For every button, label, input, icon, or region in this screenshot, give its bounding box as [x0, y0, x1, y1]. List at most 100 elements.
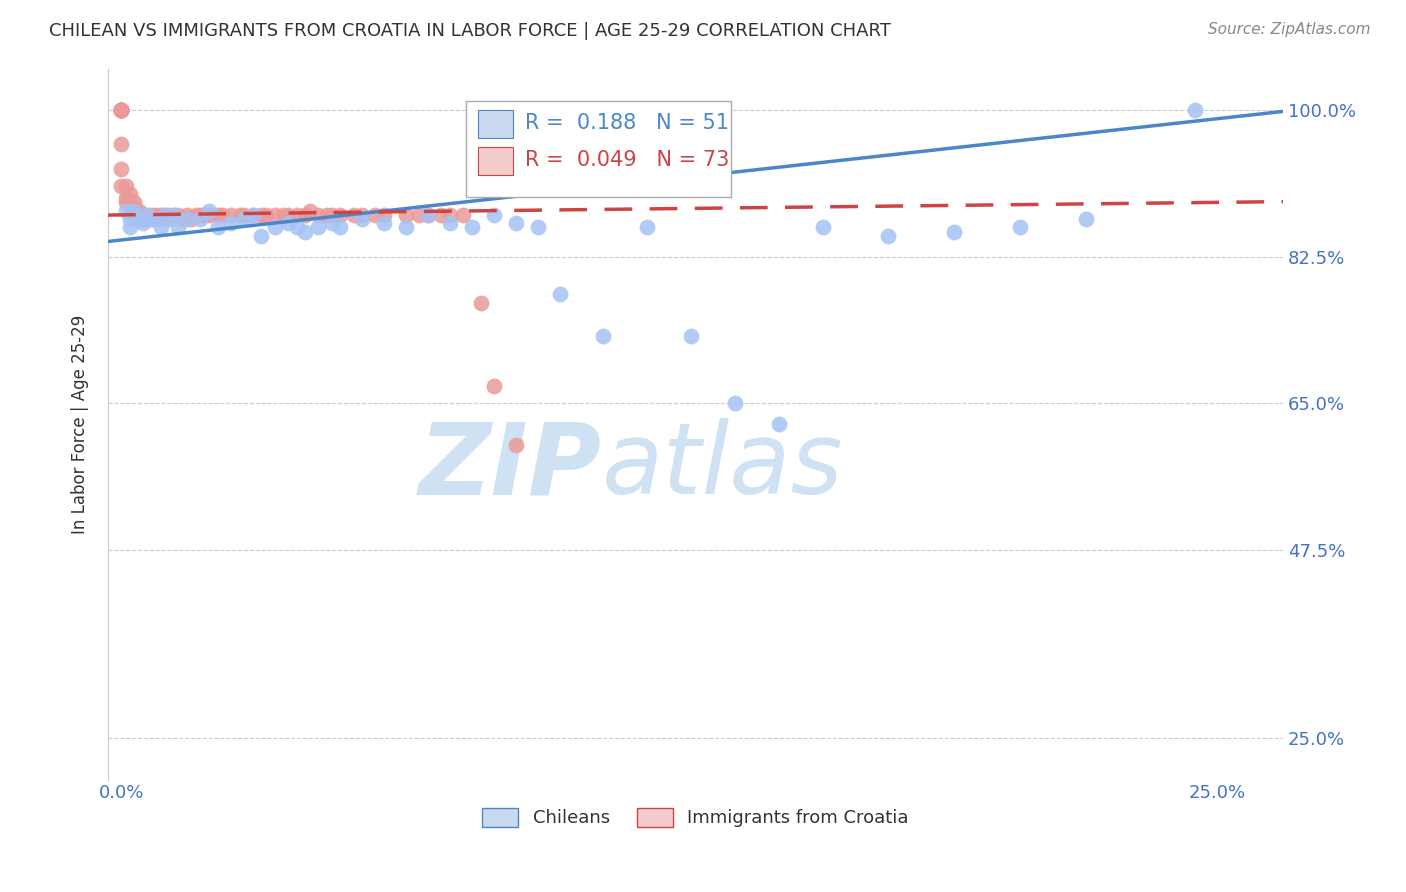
Point: [263, 208, 285, 222]
Point: [505, 216, 527, 230]
Point: [172, 212, 194, 227]
Point: [207, 220, 229, 235]
Point: [430, 208, 453, 222]
Point: [167, 220, 190, 235]
Point: [128, 208, 150, 222]
Point: [124, 200, 146, 214]
Point: [273, 208, 295, 222]
Point: [114, 191, 136, 205]
Point: [724, 396, 747, 410]
Point: [285, 220, 308, 235]
Point: [149, 220, 172, 235]
Point: [482, 208, 505, 222]
Point: [145, 212, 167, 227]
Point: [188, 208, 211, 222]
Point: [277, 216, 299, 230]
Point: [277, 208, 299, 222]
Point: [408, 208, 430, 222]
Point: [141, 212, 163, 227]
Point: [768, 417, 790, 431]
Point: [114, 178, 136, 193]
Point: [110, 103, 132, 118]
Point: [124, 208, 146, 222]
Point: [136, 208, 159, 222]
Point: [110, 103, 132, 118]
Point: [153, 208, 176, 222]
Point: [114, 195, 136, 210]
Point: [141, 212, 163, 227]
Point: [198, 203, 221, 218]
Point: [592, 329, 614, 343]
Point: [228, 208, 250, 222]
Point: [193, 208, 215, 222]
Point: [118, 212, 141, 227]
Point: [294, 208, 316, 222]
Point: [298, 203, 321, 218]
Text: atlas: atlas: [602, 418, 844, 516]
Point: [505, 438, 527, 452]
Point: [128, 203, 150, 218]
Point: [352, 208, 374, 222]
Point: [329, 208, 352, 222]
Point: [232, 212, 254, 227]
Point: [242, 208, 264, 222]
Point: [373, 216, 395, 230]
FancyBboxPatch shape: [467, 101, 731, 196]
Point: [636, 220, 658, 235]
Point: [176, 208, 198, 222]
Point: [232, 208, 254, 222]
Point: [145, 208, 167, 222]
Point: [124, 208, 146, 222]
Point: [110, 103, 132, 118]
Point: [439, 208, 461, 222]
Point: [395, 220, 418, 235]
Text: R =  0.049   N = 73: R = 0.049 N = 73: [524, 150, 730, 169]
Point: [132, 216, 155, 230]
Point: [110, 103, 132, 118]
Point: [263, 220, 285, 235]
Point: [451, 208, 474, 222]
Point: [110, 103, 132, 118]
Point: [395, 208, 418, 222]
Point: [163, 208, 186, 222]
Point: [110, 103, 132, 118]
Point: [198, 208, 221, 222]
Point: [219, 208, 242, 222]
Point: [136, 212, 159, 227]
Point: [307, 220, 329, 235]
Point: [207, 208, 229, 222]
Point: [250, 228, 273, 243]
Point: [877, 228, 900, 243]
Text: R =  0.188   N = 51: R = 0.188 N = 51: [524, 112, 730, 133]
Point: [110, 136, 132, 151]
Point: [136, 208, 159, 222]
Text: ZIP: ZIP: [419, 418, 602, 516]
Point: [157, 208, 180, 222]
Point: [254, 208, 277, 222]
Point: [364, 208, 387, 222]
Point: [188, 212, 211, 227]
Point: [114, 203, 136, 218]
Point: [132, 212, 155, 227]
Point: [110, 103, 132, 118]
Point: [110, 103, 132, 118]
Point: [329, 220, 352, 235]
Point: [250, 208, 273, 222]
Point: [149, 208, 172, 222]
Point: [184, 208, 207, 222]
Bar: [478, 110, 513, 138]
Point: [124, 203, 146, 218]
Point: [526, 220, 548, 235]
Point: [811, 220, 834, 235]
Point: [110, 161, 132, 176]
Point: [943, 225, 966, 239]
Point: [110, 103, 132, 118]
Point: [124, 195, 146, 210]
Point: [141, 208, 163, 222]
Point: [163, 208, 186, 222]
Point: [307, 208, 329, 222]
Point: [439, 216, 461, 230]
Point: [132, 208, 155, 222]
Point: [110, 178, 132, 193]
Point: [416, 208, 439, 222]
